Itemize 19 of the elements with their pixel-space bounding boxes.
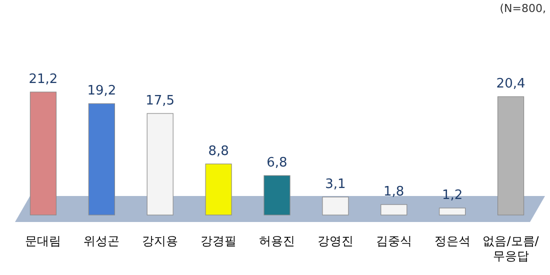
data-label: 1,8 [384,184,404,200]
x-tick-label: 문대림 [25,234,62,248]
data-label: 8,8 [208,144,229,159]
data-label: 1,2 [442,188,463,204]
data-label: 3,1 [325,177,346,192]
data-label: 21,2 [28,72,58,87]
x-tick-label: 없음/모름/무응답 [482,234,540,263]
x-tick-label: 강지용 [142,234,178,248]
data-label: 6,8 [266,156,288,171]
data-label: 19,2 [87,84,116,99]
x-tick-label: 김중식 [376,234,412,248]
x-tick-label: 정은석 [434,234,470,248]
data-label: 20,4 [496,76,526,92]
x-tick-label: 위성곤 [84,234,120,248]
x-tick-label: 강영진 [317,234,354,248]
data-label: 17,5 [146,93,175,108]
x-tick-label: 허용진 [259,234,295,248]
text: (N=800, [500,2,546,15]
x-tick-label: 강경필 [200,234,237,248]
